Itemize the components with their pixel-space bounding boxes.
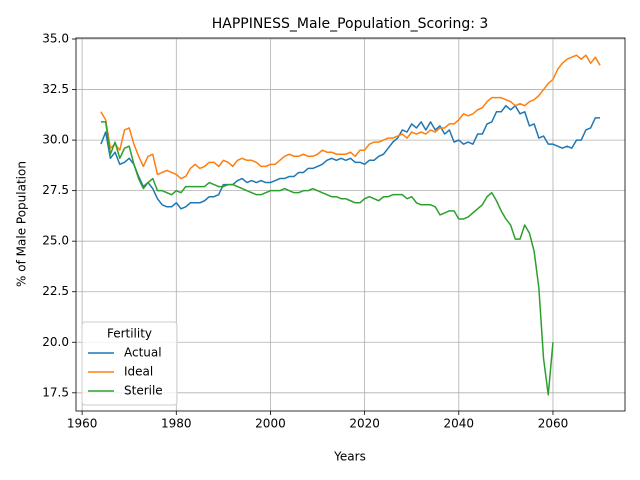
- x-tick-label: 2020: [349, 417, 380, 431]
- y-tick-label: 17.5: [42, 385, 69, 399]
- legend-label: Actual: [124, 346, 162, 360]
- y-axis-label: % of Male Population: [15, 161, 29, 287]
- x-tick-label: 2060: [538, 417, 569, 431]
- legend-label: Ideal: [124, 365, 153, 379]
- chart-title: HAPPINESS_Male_Population_Scoring: 3: [212, 16, 489, 32]
- y-tick-label: 30.0: [42, 133, 69, 147]
- plot-frame: [75, 37, 626, 412]
- data-line: [100, 121, 554, 396]
- y-tick-label: 25.0: [42, 234, 69, 248]
- x-tick-label: 1960: [67, 417, 98, 431]
- legend-box: [81, 321, 178, 406]
- x-axis-label: Years: [333, 450, 366, 464]
- y-tick-label: 20.0: [42, 335, 69, 349]
- legend-title: Fertility: [107, 327, 152, 341]
- x-tick-label: 1980: [161, 417, 192, 431]
- legend-label: Sterile: [124, 384, 163, 398]
- data-line: [100, 104, 601, 210]
- x-tick-label: 2040: [444, 417, 475, 431]
- x-tick-label: 2000: [255, 417, 286, 431]
- y-tick-label: 32.5: [42, 82, 69, 96]
- y-tick-label: 35.0: [42, 32, 69, 46]
- y-tick-label: 22.5: [42, 284, 69, 298]
- y-tick-label: 27.5: [42, 183, 69, 197]
- data-line: [100, 54, 601, 180]
